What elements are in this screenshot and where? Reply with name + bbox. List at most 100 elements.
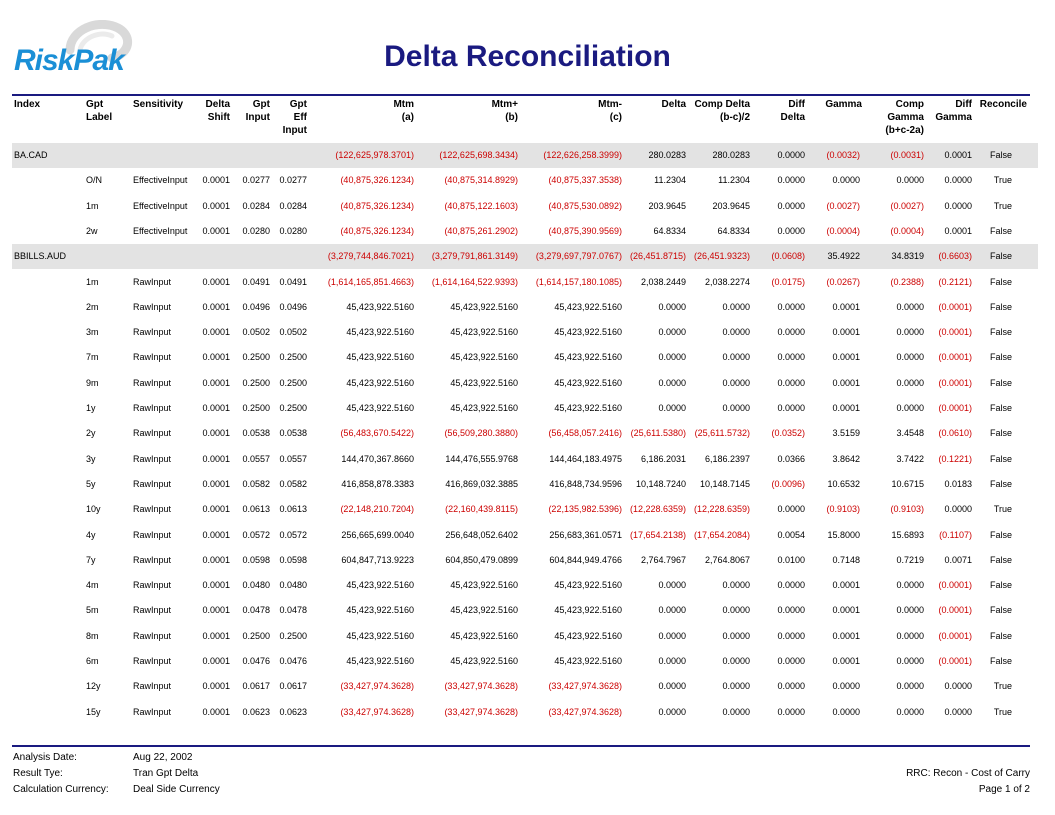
cell-delta-shift: 0.0001 xyxy=(202,327,230,338)
cell-gpt-input: 0.2500 xyxy=(242,352,270,363)
cell-reconcile: True xyxy=(993,175,1012,186)
cell-comp-delta: (17,654.2084) xyxy=(693,529,750,540)
cell-sensitivity: RawInput xyxy=(133,580,172,591)
cell-reconcile: False xyxy=(989,656,1012,666)
cell-reconcile: False xyxy=(989,276,1012,287)
cell-gpt-eff-input: 0.0572 xyxy=(279,529,307,540)
column-header-mtm-minus: Mtm- (c) xyxy=(598,99,622,123)
cell-comp-delta: 6,186.2397 xyxy=(704,453,750,464)
table-row: 5m RawInput 0.0001 0.0478 0.0478 45,423,922.5… xyxy=(12,598,1038,623)
cell-diff-delta: 0.0000 xyxy=(777,175,805,186)
cell-gpt-eff-input: 0.0480 xyxy=(279,580,307,591)
cell-mtm: 256,665,699.0040 xyxy=(341,529,414,540)
cell-mtm-minus: 45,423,922.5160 xyxy=(554,377,622,388)
cell-gpt-label: 12y xyxy=(86,681,101,692)
cell-delta: 0.0000 xyxy=(658,327,686,338)
cell-gpt-eff-input: 0.0538 xyxy=(279,428,307,439)
cell-gpt-label: 7y xyxy=(86,554,96,565)
cell-mtm-minus: (40,875,337.3538) xyxy=(548,175,622,186)
cell-mtm-plus: (1,614,164,522.9393) xyxy=(431,276,518,287)
cell-mtm-plus: 45,423,922.5160 xyxy=(450,630,518,641)
cell-gpt-input: 0.0476 xyxy=(242,656,270,666)
cell-gpt-label: O/N xyxy=(86,175,103,186)
cell-mtm-plus: 45,423,922.5160 xyxy=(450,301,518,312)
cell-sensitivity: RawInput xyxy=(133,529,172,540)
table-row: 2w EffectiveInput 0.0001 0.0280 0.0280 (40,87… xyxy=(12,219,1038,244)
cell-mtm: (40,875,326.1234) xyxy=(340,225,414,236)
cell-diff-delta: 0.0000 xyxy=(777,327,805,338)
cell-comp-gamma: 0.0000 xyxy=(896,630,924,641)
cell-reconcile: True xyxy=(993,706,1012,717)
cell-comp-gamma: 0.0000 xyxy=(896,175,924,186)
result-type-label: Result Tye: xyxy=(13,768,63,779)
cell-comp-gamma: 0.0000 xyxy=(896,706,924,717)
cell-diff-delta: 0.0000 xyxy=(777,352,805,363)
cell-mtm-minus: 45,423,922.5160 xyxy=(554,630,622,641)
cell-mtm-minus: (33,427,974.3628) xyxy=(548,681,622,692)
footer-labels: Analysis Date: Result Tye: Calculation C… xyxy=(13,750,109,798)
cell-comp-delta: 0.0000 xyxy=(722,580,750,591)
cell-reconcile: False xyxy=(989,529,1012,540)
column-header-gpt-label: Gpt Label xyxy=(86,99,113,123)
cell-delta-shift: 0.0001 xyxy=(202,706,230,717)
cell-mtm-plus: (33,427,974.3628) xyxy=(444,681,518,692)
cell-comp-delta: 0.0000 xyxy=(722,681,750,692)
cell-diff-delta: 0.0000 xyxy=(777,377,805,388)
cell-diff-gamma: (0.2121) xyxy=(938,276,972,287)
cell-comp-delta: 0.0000 xyxy=(722,301,750,312)
cell-mtm: 45,423,922.5160 xyxy=(346,656,414,666)
cell-delta-shift: 0.0001 xyxy=(202,175,230,186)
cell-gamma: 0.0001 xyxy=(832,352,860,363)
cell-mtm-minus: (122,626,258.3999) xyxy=(543,150,622,160)
cell-comp-delta: (12,228.6359) xyxy=(693,504,750,515)
cell-gamma: 15.8000 xyxy=(827,529,860,540)
cell-gpt-label: 6m xyxy=(86,656,99,666)
cell-gpt-input: 0.0284 xyxy=(242,200,270,211)
cell-comp-gamma: 3.4548 xyxy=(896,428,924,439)
cell-gpt-eff-input: 0.0491 xyxy=(279,276,307,287)
cell-mtm-minus: 45,423,922.5160 xyxy=(554,352,622,363)
cell-comp-gamma: 34.8319 xyxy=(891,251,924,262)
cell-mtm: 45,423,922.5160 xyxy=(346,630,414,641)
cell-gpt-label: 4y xyxy=(86,529,96,540)
analysis-date: Aug 22, 2002 xyxy=(133,752,193,763)
cell-diff-gamma: (0.0001) xyxy=(938,630,972,641)
cell-mtm-minus: (1,614,157,180.1085) xyxy=(535,276,622,287)
cell-mtm-plus: 144,476,555.9768 xyxy=(445,453,518,464)
cell-mtm-plus: (56,509,280.3880) xyxy=(444,428,518,439)
cell-delta: 0.0000 xyxy=(658,301,686,312)
cell-delta-shift: 0.0001 xyxy=(202,656,230,666)
cell-gpt-label: 10y xyxy=(86,504,101,515)
cell-mtm-minus: 45,423,922.5160 xyxy=(554,656,622,666)
cell-sensitivity: RawInput xyxy=(133,478,172,489)
cell-diff-delta: 0.0000 xyxy=(777,301,805,312)
cell-diff-delta: 0.0000 xyxy=(777,706,805,717)
result-type: Tran Gpt Delta xyxy=(133,768,199,779)
cell-index: BA.CAD xyxy=(14,150,48,160)
cell-gpt-input: 0.0478 xyxy=(242,605,270,616)
cell-mtm: (3,279,744,846.7021) xyxy=(327,251,414,262)
cell-mtm-plus: 45,423,922.5160 xyxy=(450,580,518,591)
column-header-mtm-plus: Mtm+ (b) xyxy=(491,99,518,123)
cell-gamma: 0.0000 xyxy=(832,681,860,692)
cell-mtm-plus: 45,423,922.5160 xyxy=(450,327,518,338)
cell-sensitivity: EffectiveInput xyxy=(133,175,188,186)
cell-sensitivity: RawInput xyxy=(133,605,172,616)
cell-comp-gamma: (0.0031) xyxy=(890,150,924,160)
cell-mtm-minus: (22,135,982.5396) xyxy=(548,504,622,515)
cell-reconcile: False xyxy=(989,301,1012,312)
cell-reconcile: False xyxy=(989,605,1012,616)
cell-gpt-input: 0.2500 xyxy=(242,630,270,641)
cell-gpt-input: 0.0502 xyxy=(242,327,270,338)
cell-delta-shift: 0.0001 xyxy=(202,453,230,464)
cell-sensitivity: EffectiveInput xyxy=(133,200,188,211)
cell-gpt-eff-input: 0.2500 xyxy=(279,403,307,413)
cell-mtm-minus: 144,464,183.4975 xyxy=(549,453,622,464)
cell-mtm: 416,858,878.3383 xyxy=(341,478,414,489)
cell-gpt-input: 0.0538 xyxy=(242,428,270,439)
cell-delta-shift: 0.0001 xyxy=(202,605,230,616)
cell-delta-shift: 0.0001 xyxy=(202,225,230,236)
cell-gpt-eff-input: 0.0280 xyxy=(279,225,307,236)
cell-delta: 0.0000 xyxy=(658,377,686,388)
cell-comp-delta: 10,148.7145 xyxy=(699,478,750,489)
